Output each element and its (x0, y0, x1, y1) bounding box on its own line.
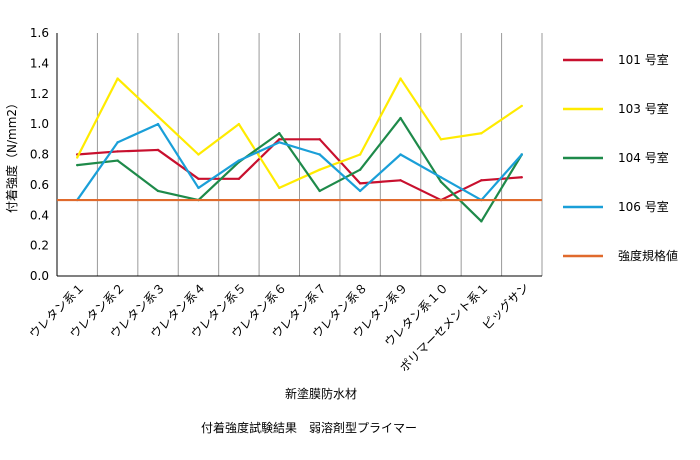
data-point (358, 153, 362, 156)
data-point (399, 116, 402, 120)
data-point (520, 176, 523, 179)
data-point (399, 153, 402, 156)
data-point (197, 153, 200, 156)
x-tick-labels: ウレタン系１ウレタン系２ウレタン系３ウレタン系４ウレタン系５ウレタン系６ウレタン… (27, 280, 532, 375)
series-line (76, 123, 523, 202)
x-axis-label: 新塗膜防水材 (285, 386, 357, 401)
data-point (520, 104, 523, 108)
data-point (318, 138, 321, 141)
data-point (237, 159, 241, 162)
data-point (76, 156, 79, 159)
data-point (116, 77, 119, 80)
legend-label: 101 号室 (618, 52, 669, 67)
data-point (116, 159, 119, 162)
data-point (278, 141, 281, 144)
series-lines (57, 77, 542, 223)
data-point (358, 182, 362, 185)
data-point (116, 141, 119, 144)
data-point (480, 220, 483, 223)
data-point (116, 150, 119, 153)
series-line (76, 77, 523, 190)
data-point (439, 138, 443, 141)
data-point (76, 163, 79, 167)
data-point (237, 177, 241, 180)
data-point (358, 168, 362, 171)
y-tick-labels: 0.0 0.2 0.4 0.6 0.8 1.0 1.2 1.4 1.6 (30, 26, 49, 283)
y-tick-label: 0.4 (30, 208, 49, 222)
data-point (480, 179, 483, 182)
y-tick-label: 1.6 (30, 26, 49, 40)
data-point (520, 153, 523, 156)
data-point (156, 189, 160, 193)
y-tick-label: 0.6 (30, 178, 49, 192)
y-tick-label: 1.0 (30, 117, 49, 131)
axes (56, 33, 542, 277)
data-point (439, 180, 443, 184)
data-point (156, 148, 160, 152)
series-line (77, 138, 522, 202)
y-tick-label: 1.4 (30, 56, 49, 70)
data-point (278, 132, 281, 135)
data-point (439, 176, 443, 179)
data-point (278, 138, 281, 141)
data-point (318, 168, 321, 171)
legend-label: 104 号室 (618, 150, 669, 165)
data-point (197, 186, 200, 190)
data-point (358, 189, 362, 193)
data-point (278, 186, 281, 190)
data-point (318, 153, 321, 156)
y-tick-label: 1.2 (30, 87, 49, 101)
legend-label: 106 号室 (618, 199, 669, 214)
legend-label: 強度規格値 (618, 248, 678, 263)
y-tick-label: 0.0 (30, 269, 49, 283)
series-line (77, 116, 523, 223)
y-tick-label: 0.2 (30, 239, 49, 253)
data-point (399, 179, 402, 182)
data-point (480, 132, 483, 135)
data-point (318, 189, 321, 193)
y-tick-label: 0.8 (30, 148, 49, 162)
data-point (237, 122, 241, 126)
chart-title: 付着強度試験結果 弱溶剤型プライマー (201, 420, 417, 435)
legend-label: 103 号室 (618, 101, 669, 116)
data-point (156, 115, 160, 118)
data-point (399, 77, 402, 80)
data-point (156, 122, 160, 126)
y-axis-label: 付着強度（N/mm2） (4, 97, 19, 213)
data-point (197, 177, 200, 180)
